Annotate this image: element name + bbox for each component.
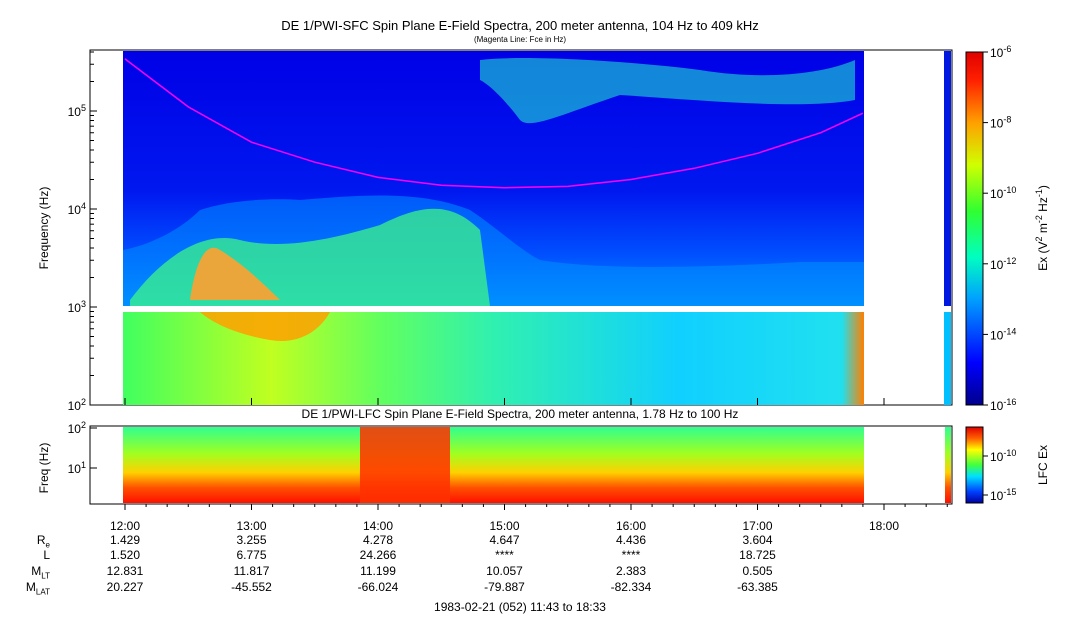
ephemeris-value: 4.278 xyxy=(362,533,394,547)
ephemeris-value: 12.831 xyxy=(106,564,144,578)
x-axis: 12:00 13:00 14:00 15:00 16:00 17:00 18:00 xyxy=(110,398,948,533)
ephemeris-value: 24.266 xyxy=(359,548,397,562)
ephemeris-label-mlat: MLAT xyxy=(25,580,50,597)
lfc-y-tick-label: 101 xyxy=(68,460,86,476)
lfc-colorbar-scale xyxy=(965,426,984,504)
x-tick-label: 14:00 xyxy=(363,519,393,533)
sfc-upper-hot-region xyxy=(190,247,280,300)
ephemeris-value: -66.024 xyxy=(357,580,399,594)
time-range-footer: 1983-02-21 (052) 11:43 to 18:33 xyxy=(434,600,606,614)
sfc-y-tick-label: 103 xyxy=(68,299,86,315)
ephemeris-value: 6.775 xyxy=(236,548,267,562)
sfc-upper-hiss xyxy=(480,58,855,124)
lfc-colorbar-tick-label: 10-15 xyxy=(990,487,1016,503)
ephemeris-value: 11.199 xyxy=(360,564,396,578)
ephemeris-value: 4.647 xyxy=(489,533,520,547)
sfc-title: DE 1/PWI-SFC Spin Plane E-Field Spectra,… xyxy=(281,18,759,33)
lfc-y-tick-label: 102 xyxy=(68,420,86,436)
lfc-right-strip xyxy=(945,427,951,503)
ephemeris-value: **** xyxy=(495,548,514,562)
lfc-colorbar-label: LFC Ex xyxy=(1036,445,1050,485)
ephemeris-value: 18.725 xyxy=(739,548,776,562)
sfc-right-strip-upper xyxy=(944,51,951,306)
ephemeris-value: 1.429 xyxy=(109,533,141,547)
ephemeris-label-re-text: Re xyxy=(36,533,50,550)
lfc-storm-region xyxy=(360,427,450,503)
lfc-panel: 101 102 Freq (Hz) xyxy=(37,420,953,505)
ephemeris-value: -79.887 xyxy=(484,580,525,594)
sfc-right-strip-lower xyxy=(944,312,951,405)
sfc-panel: 102 103 104 105 Frequency (Hz) xyxy=(37,49,953,413)
x-tick-label: 17:00 xyxy=(742,519,772,533)
sfc-y-axis-label: Frequency (Hz) xyxy=(37,187,51,270)
ephemeris-value: 10.057 xyxy=(486,564,523,578)
colorbar-tick-label: 10-14 xyxy=(990,326,1016,342)
ephemeris-value: 3.604 xyxy=(742,533,773,547)
lfc-colorbar: 10-10 10-15 LFC Ex xyxy=(965,426,1050,504)
lfc-y-axis-label: Freq (Hz) xyxy=(37,443,51,494)
ephemeris-label-mlt: MLT xyxy=(31,564,50,581)
ephemeris-label-l: L xyxy=(43,548,50,562)
ephemeris-value: -82.334 xyxy=(610,580,652,594)
x-tick-label: 15:00 xyxy=(489,519,519,533)
fce-line xyxy=(124,58,864,189)
ephemeris-value: 3.255 xyxy=(236,533,267,547)
sfc-colorbar-scale xyxy=(965,51,984,406)
lfc-colorbar-tick-label: 10-10 xyxy=(990,448,1016,464)
lfc-spectrogram xyxy=(123,427,864,503)
sfc-y-tick-label: 102 xyxy=(68,397,86,413)
ephemeris-value: 0.505 xyxy=(742,564,773,578)
sfc-colorbar-label: Ex (V2 m-2 Hz-1) xyxy=(1034,185,1050,271)
x-tick-label: 18:00 xyxy=(869,519,899,533)
ephemeris-value: 11.817 xyxy=(233,564,270,578)
sfc-lower-hot-region xyxy=(200,312,330,341)
ephemeris-value: -45.552 xyxy=(231,580,272,594)
ephemeris-value: 1.520 xyxy=(109,548,141,562)
colorbar-tick-label: 10-8 xyxy=(990,115,1011,131)
colorbar-tick-label: 10-16 xyxy=(990,397,1016,413)
sfc-colorbar: 10-6 10-8 10-10 10-12 10-14 10-16 Ex (V2 m-2 … xyxy=(965,44,1050,413)
lfc-title: DE 1/PWI-LFC Spin Plane E-Field Spectra,… xyxy=(301,407,739,421)
x-tick-label: 13:00 xyxy=(236,519,266,533)
sfc-y-tick-label: 104 xyxy=(68,201,86,217)
ephemeris-value: **** xyxy=(621,548,641,562)
colorbar-tick-label: 10-6 xyxy=(990,44,1011,60)
sfc-y-tick-label: 105 xyxy=(68,103,86,119)
ephemeris-value: 2.383 xyxy=(615,564,647,578)
x-tick-label: 12:00 xyxy=(110,519,140,533)
ephemeris-label-re: Re xyxy=(10,533,50,549)
colorbar-tick-label: 10-12 xyxy=(990,256,1016,272)
sfc-subtitle: (Magenta Line: Fce in Hz) xyxy=(473,35,567,44)
x-tick-label: 16:00 xyxy=(616,519,646,533)
ephemeris-value: 20.227 xyxy=(106,580,144,594)
colorbar-tick-label: 10-10 xyxy=(990,185,1016,201)
ephemeris-value: 4.436 xyxy=(615,533,647,547)
ephemeris-value: -63.385 xyxy=(737,580,778,594)
